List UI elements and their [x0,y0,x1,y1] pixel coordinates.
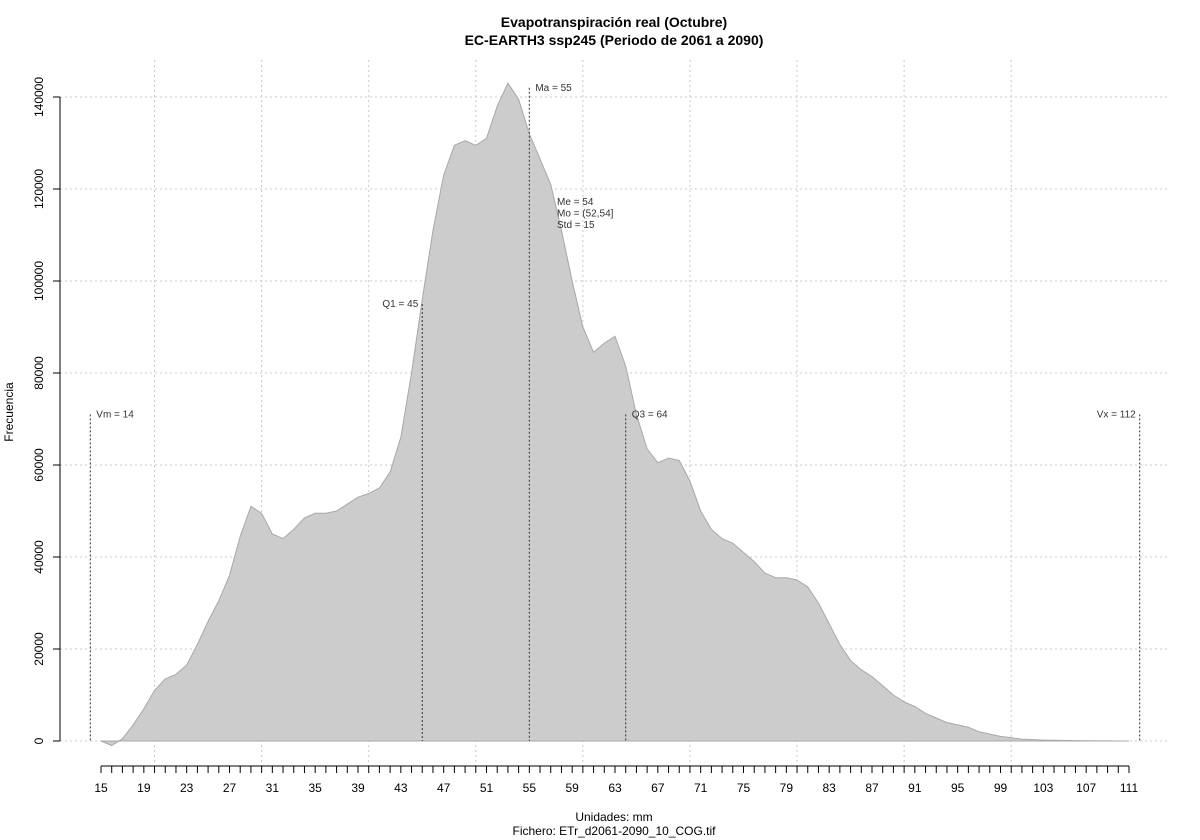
x-tick-label: 67 [651,781,665,795]
axes: 15 19 23 27 31 35 39 43 47 51 55 59 63 67 71 75 79 83 87 91… [32,77,1138,795]
x-tick-label: 19 [137,781,151,795]
y-tick-label: 80000 [32,356,46,390]
vm-annotation: Vm = 14 [96,409,134,420]
chart-subtitle: EC-EARTH3 ssp245 (Periodo de 2061 a 2090… [465,32,764,48]
x-tick-label: 27 [223,781,237,795]
x-tick-label: 95 [951,781,965,795]
x-tick-label: 35 [308,781,322,795]
x-tick-label: 83 [822,781,836,795]
stats-annotation: Me = 54 [557,197,594,208]
x-tick-label: 91 [908,781,922,795]
x-tick-label: 47 [437,781,451,795]
x-tick-label: 51 [480,781,494,795]
q3-annotation: Q3 = 64 [632,409,668,420]
chart-title: Evapotranspiración real (Octubre) [501,14,727,30]
stats-annotation: Std = 15 [557,220,595,231]
x-tick-label: 63 [608,781,622,795]
area-series [100,82,1130,747]
x-tick-label: 103 [1033,781,1053,795]
y-axis-label: Frecuencia [2,382,16,442]
y-tick-label: 140000 [32,77,46,117]
y-tick-label: 20000 [32,632,46,666]
x-tick-label: 99 [994,781,1008,795]
x-tick-label: 55 [523,781,537,795]
x-tick-label: 87 [865,781,879,795]
x-tick-label: 59 [565,781,579,795]
x-tick-label: 75 [737,781,751,795]
stats-annotation: Mo = (52,54] [557,209,614,220]
ma-annotation: Ma = 55 [535,83,572,94]
x-tick-label: 43 [394,781,408,795]
x-tick-label: 23 [180,781,194,795]
q1-annotation: Q1 = 45 [382,299,418,310]
x-tick-label: 79 [780,781,794,795]
reference-lines [89,87,1141,741]
y-tick-label: 120000 [32,169,46,209]
y-tick-label: 60000 [32,448,46,482]
y-tick-label: 0 [32,737,46,744]
y-tick-label: 40000 [32,540,46,574]
vx-annotation: Vx = 112 [1097,409,1136,420]
x-tick-label: 15 [94,781,108,795]
x-axis-label: Unidades: mm [575,810,652,824]
y-tick-label: 100000 [32,261,46,301]
frequency-area [100,82,1130,747]
x-tick-label: 111 [1120,781,1139,795]
file-caption: Fichero: ETr_d2061-2090_10_COG.tif [513,824,717,838]
annotations: Vm = 14 Q1 = 45 Ma = 55 Q3 = 64 Vx = 112 Me =… [96,83,1136,421]
x-tick-label: 31 [266,781,280,795]
x-tick-label: 107 [1076,781,1096,795]
x-tick-label: 39 [351,781,365,795]
x-tick-label: 71 [694,781,708,795]
